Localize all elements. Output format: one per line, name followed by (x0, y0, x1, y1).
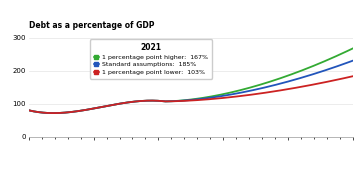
Legend: 1 percentage point higher:  167%, Standard assumptions:  185%, 1 percentage poin: 1 percentage point higher: 167%, Standar… (90, 39, 212, 78)
Text: Debt as a percentage of GDP: Debt as a percentage of GDP (29, 21, 154, 30)
